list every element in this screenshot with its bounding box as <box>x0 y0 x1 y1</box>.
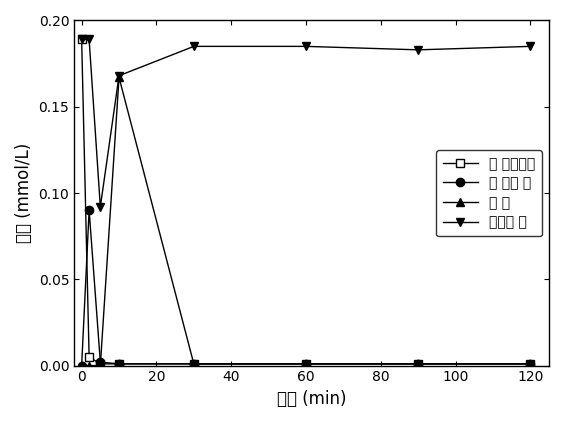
氯 代苯 胺 <box>116 361 122 366</box>
Line: 苯 胺: 苯 胺 <box>77 73 535 370</box>
X-axis label: 时间 (min): 时间 (min) <box>277 390 346 408</box>
苯 胺 <box>78 363 85 368</box>
氯 代硝基苯 <box>116 361 122 366</box>
苯 胺 <box>116 75 122 80</box>
氯 代苯 胺 <box>303 361 310 366</box>
氯 代硝基苯 <box>78 37 85 42</box>
物料平 衡 <box>78 37 85 42</box>
物料平 衡 <box>86 37 92 42</box>
氯 代硝基苯 <box>527 361 534 366</box>
物料平 衡 <box>97 204 104 209</box>
Legend: 氯 代硝基苯, 氯 代苯 胺, 苯 胺, 物料平 衡: 氯 代硝基苯, 氯 代苯 胺, 苯 胺, 物料平 衡 <box>436 150 542 236</box>
物料平 衡 <box>415 47 421 52</box>
氯 代苯 胺 <box>415 361 421 366</box>
苯 胺 <box>191 361 197 366</box>
氯 代硝基苯 <box>303 361 310 366</box>
Y-axis label: 浓度 (mmol/L): 浓度 (mmol/L) <box>15 143 33 243</box>
Line: 物料平 衡: 物料平 衡 <box>77 35 535 211</box>
苯 胺 <box>303 361 310 366</box>
氯 代硝基苯 <box>86 354 92 360</box>
Line: 氯 代硝基苯: 氯 代硝基苯 <box>77 35 535 368</box>
苯 胺 <box>97 363 104 368</box>
苯 胺 <box>527 361 534 366</box>
苯 胺 <box>415 361 421 366</box>
氯 代硝基苯 <box>191 361 197 366</box>
物料平 衡 <box>527 44 534 49</box>
物料平 衡 <box>191 44 197 49</box>
氯 代苯 胺 <box>527 361 534 366</box>
氯 代硝基苯 <box>415 361 421 366</box>
氯 代苯 胺 <box>97 360 104 365</box>
物料平 衡 <box>116 73 122 78</box>
苯 胺 <box>86 363 92 368</box>
氯 代硝基苯 <box>97 361 104 366</box>
物料平 衡 <box>303 44 310 49</box>
氯 代苯 胺 <box>191 361 197 366</box>
氯 代苯 胺 <box>78 363 85 368</box>
氯 代苯 胺 <box>86 208 92 213</box>
Line: 氯 代苯 胺: 氯 代苯 胺 <box>77 206 535 370</box>
